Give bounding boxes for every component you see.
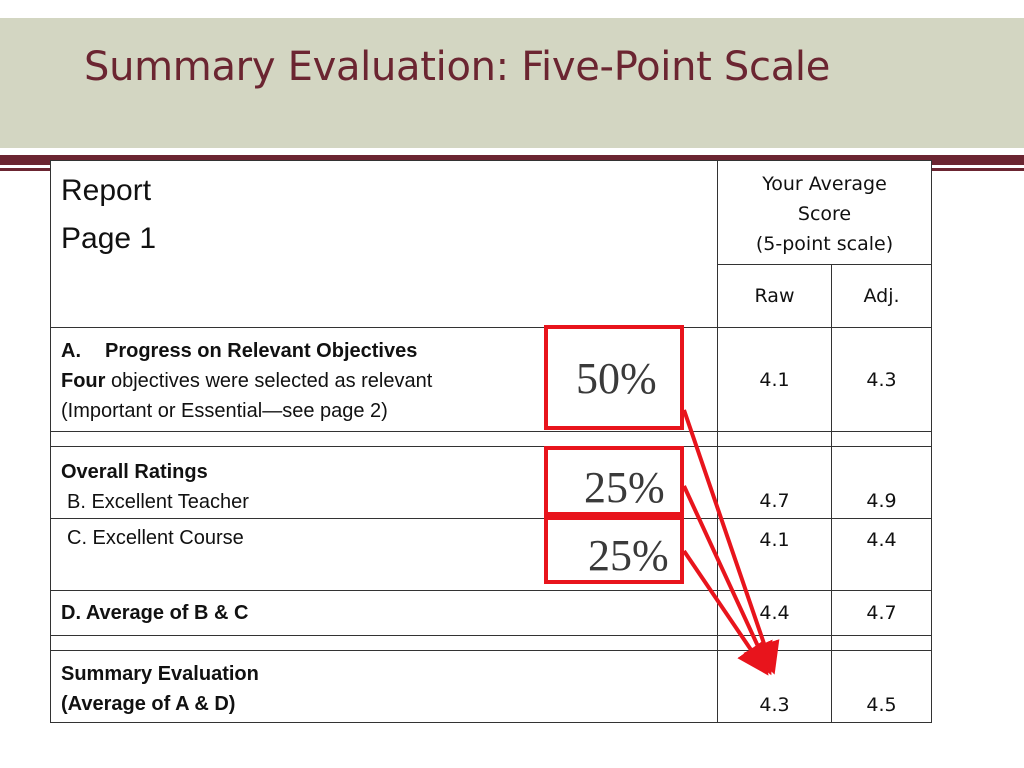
report-heading-cell: Report Page 1	[50, 160, 718, 328]
objectives-heading: A. Progress on Relevant Objectives	[61, 336, 707, 366]
raw-column-header: Raw	[717, 264, 832, 328]
teacher-label: B. Excellent Teacher	[67, 491, 249, 513]
adj-column-header: Adj.	[830, 264, 933, 328]
spacer-row	[50, 431, 933, 447]
row-a-adj: 4.3	[830, 327, 933, 432]
row-b-adj: 4.9	[830, 446, 933, 519]
row-letter: A.	[61, 340, 81, 362]
score-header-line2: Score	[797, 203, 852, 225]
table-row-d: D. Average of B & C 4.4 4.7	[50, 590, 933, 636]
slide-title: Summary Evaluation: Five-Point Scale	[84, 44, 831, 90]
score-header-line3: (5-point scale)	[755, 233, 894, 255]
summary-raw: 4.3	[717, 650, 832, 723]
table-header-row: Report Page 1 Your Average Score (5-poin…	[50, 160, 933, 328]
objectives-count-line: Four objectives were selected as relevan…	[61, 366, 707, 396]
spacer-row	[50, 635, 933, 651]
summary-cell: Summary Evaluation (Average of A & D)	[50, 650, 718, 723]
table-row-c: C. Excellent Course 4.1 4.4	[50, 518, 933, 591]
weight-b-box: 25%	[544, 446, 684, 516]
weight-c-label: 25%	[588, 531, 669, 580]
weight-c-box: 25%	[544, 516, 684, 584]
table-row-summary: Summary Evaluation (Average of A & D) 4.…	[50, 650, 933, 723]
row-a-raw: 4.1	[717, 327, 832, 432]
row-b-raw: 4.7	[717, 446, 832, 519]
weight-b-label: 25%	[584, 463, 665, 512]
row-d-adj: 4.7	[830, 590, 933, 636]
average-score-header: Your Average Score (5-point scale)	[716, 160, 933, 265]
objectives-note: (Important or Essential—see page 2)	[61, 400, 388, 422]
overall-ratings-heading: Overall Ratings	[61, 461, 208, 483]
score-header-line1: Your Average	[762, 173, 887, 195]
report-table: Report Page 1 Your Average Score (5-poin…	[50, 160, 933, 723]
weight-a-label: 50%	[576, 354, 657, 403]
page-label: Page 1	[61, 222, 157, 255]
row-c-adj: 4.4	[830, 518, 933, 591]
table-row-b: Overall Ratings B. Excellent Teacher 4.7…	[50, 446, 933, 519]
objectives-title: Progress on Relevant Objectives	[105, 340, 418, 362]
weight-a-box: 50%	[544, 325, 684, 430]
summary-adj: 4.5	[830, 650, 933, 723]
table-row-a: A. Progress on Relevant Objectives Four o…	[50, 327, 933, 432]
row-c-raw: 4.1	[717, 518, 832, 591]
row-d-raw: 4.4	[717, 590, 832, 636]
average-bc-label: D. Average of B & C	[50, 590, 718, 636]
objectives-count-text: objectives were selected as relevant	[105, 370, 433, 392]
report-label: Report	[61, 174, 152, 207]
course-label: C. Excellent Course	[67, 527, 244, 549]
summary-label: Summary Evaluation	[61, 663, 259, 685]
summary-note: (Average of A & D)	[61, 693, 236, 715]
title-band	[0, 18, 1024, 148]
table-subheader-row: Raw Adj.	[51, 264, 933, 328]
objectives-count: Four	[61, 370, 106, 392]
